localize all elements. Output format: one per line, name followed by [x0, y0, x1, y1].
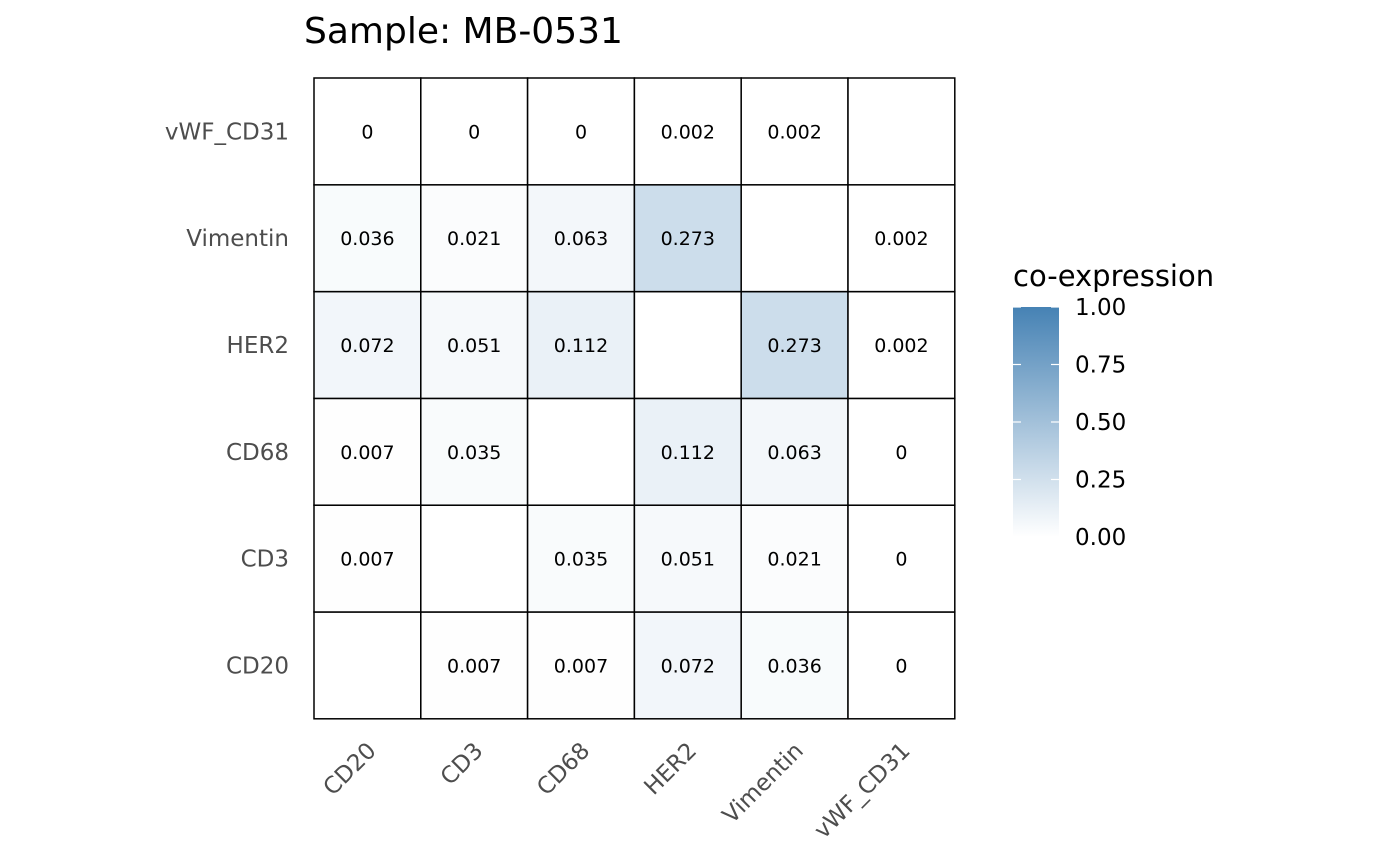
cell-value-label: 0.035 [447, 442, 501, 464]
cell-value-label: 0.112 [661, 442, 715, 464]
cell-value-label: 0.002 [661, 121, 715, 143]
heatmap-cell [633, 77, 742, 186]
x-tick-label: HER2 [639, 738, 702, 801]
heatmap-cell [526, 504, 636, 613]
cell-value-label: 0.021 [447, 228, 501, 250]
heatmap-cell [313, 184, 422, 293]
cell-value-label: 0.063 [767, 442, 821, 464]
heatmap-cells: 0.007 0.007 0.072 0.036 0 0.007 0.035 0.051 0.02… [313, 77, 956, 720]
heatmap-cell [420, 290, 529, 400]
cell-value-label: 0.063 [554, 228, 608, 250]
y-axis-labels: CD20 CD3 CD68 HER2 Vimentin vWF_CD31 [165, 119, 289, 679]
cell-value-label: 0 [575, 121, 587, 143]
y-tick-label: vWF_CD31 [165, 119, 289, 145]
legend-tick-label: 0.25 [1075, 468, 1126, 494]
heatmap-cell [740, 184, 849, 293]
heatmap-cell [740, 504, 849, 613]
cell-value-label: 0.007 [340, 549, 394, 571]
y-tick-label: Vimentin [186, 226, 289, 252]
heatmap-cell [847, 290, 956, 400]
heatmap-cell [420, 611, 529, 720]
heatmap-cell [420, 77, 529, 186]
heatmap-cell [633, 290, 742, 400]
x-tick-label: vWF_CD31 [809, 738, 915, 844]
cell-value-label: 0.072 [661, 655, 715, 677]
legend-ticks: 0.00 0.25 0.50 0.75 1.00 [1013, 295, 1126, 551]
heatmap-cell [526, 77, 636, 186]
cell-value-label: 0.036 [767, 655, 821, 677]
legend-tick-label: 0.75 [1075, 353, 1126, 379]
color-legend: co-expression 0.00 0.25 0.50 0.75 1.00 [1013, 259, 1214, 551]
cell-value-label: 0 [895, 549, 907, 571]
heatmap-cell [420, 397, 529, 506]
cell-value-label: 0.007 [447, 655, 501, 677]
heatmap-cell [740, 611, 849, 720]
x-tick-label: CD3 [436, 738, 489, 791]
cell-value-label: 0.273 [767, 335, 821, 357]
cell-value-label: 0 [895, 442, 907, 464]
cell-value-label: 0.112 [554, 335, 608, 357]
cell-value-label: 0.002 [767, 121, 821, 143]
x-axis-labels: CD20 CD3 CD68 HER2 Vimentin vWF_CD31 [319, 738, 916, 844]
heatmap-cell [526, 290, 636, 400]
heatmap-cell [847, 504, 956, 613]
cell-value-label: 0.035 [554, 549, 608, 571]
heatmap-cell [313, 504, 422, 613]
cell-value-label: 0 [361, 121, 373, 143]
cell-value-label: 0.072 [340, 335, 394, 357]
x-tick-label: Vimentin [718, 738, 809, 829]
cell-value-label: 0.007 [554, 655, 608, 677]
heatmap-cell [526, 184, 636, 293]
cell-value-label: 0 [468, 121, 480, 143]
legend-tick-label: 0.50 [1075, 410, 1126, 436]
heatmap-cell [420, 504, 529, 613]
heatmap-cell [526, 611, 636, 720]
cell-value-label: 0.051 [447, 335, 501, 357]
x-tick-label: CD68 [532, 738, 595, 801]
y-tick-label: HER2 [227, 333, 289, 359]
legend-title: co-expression [1013, 259, 1214, 293]
heatmap-cell [633, 504, 742, 613]
cell-value-label: 0.051 [661, 549, 715, 571]
heatmap-cell [313, 290, 422, 400]
heatmap-cell [847, 397, 956, 506]
legend-tick-label: 0.00 [1075, 525, 1126, 551]
cell-value-label: 0.273 [661, 228, 715, 250]
cell-value-label: 0.002 [874, 228, 928, 250]
cell-value-label: 0.007 [340, 442, 394, 464]
heatmap-cell [847, 77, 956, 186]
cell-value-label: 0.036 [340, 228, 394, 250]
heatmap-cell [847, 611, 956, 720]
legend-tick-label: 1.00 [1075, 295, 1126, 321]
heatmap-cell [847, 184, 956, 293]
cell-value-label: 0 [895, 655, 907, 677]
cell-value-label: 0.002 [874, 335, 928, 357]
heatmap-cell [740, 290, 849, 400]
heatmap-cell [633, 397, 742, 506]
heatmap-cell [313, 611, 422, 720]
y-tick-label: CD3 [241, 547, 289, 573]
heatmap-cell [526, 397, 636, 506]
cell-value-label: 0.021 [767, 549, 821, 571]
y-tick-label: CD68 [226, 440, 289, 466]
x-tick-label: CD20 [319, 738, 382, 801]
chart-title: Sample: MB-0531 [304, 11, 623, 52]
y-tick-label: CD20 [226, 653, 289, 679]
